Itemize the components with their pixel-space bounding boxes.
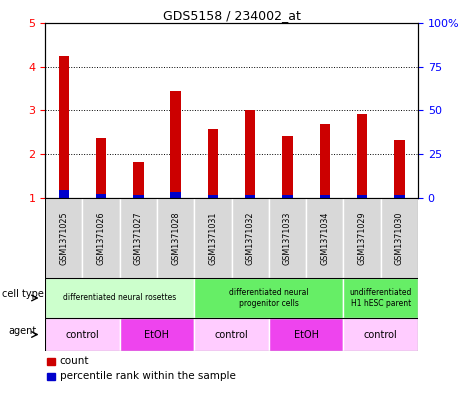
Text: agent: agent: [9, 326, 37, 336]
Bar: [320, 125, 330, 198]
Bar: [48, 358, 55, 365]
Text: control: control: [364, 329, 398, 340]
Bar: [157, 198, 194, 278]
Text: GSM1371031: GSM1371031: [209, 211, 218, 265]
Bar: [269, 318, 343, 351]
Bar: [133, 195, 143, 198]
Bar: [269, 198, 306, 278]
Bar: [306, 198, 343, 278]
Title: GDS5158 / 234002_at: GDS5158 / 234002_at: [162, 9, 301, 22]
Text: GSM1371033: GSM1371033: [283, 211, 292, 265]
Bar: [343, 318, 418, 351]
Bar: [282, 195, 293, 198]
Bar: [394, 140, 405, 198]
Bar: [194, 198, 231, 278]
Text: control: control: [66, 329, 99, 340]
Text: percentile rank within the sample: percentile rank within the sample: [60, 371, 236, 381]
Text: cell type: cell type: [1, 289, 44, 299]
Bar: [194, 318, 269, 351]
Bar: [357, 195, 367, 198]
Text: control: control: [215, 329, 248, 340]
Bar: [171, 192, 181, 198]
Text: GSM1371025: GSM1371025: [59, 211, 68, 265]
Bar: [120, 318, 194, 351]
Bar: [96, 195, 106, 198]
Bar: [45, 318, 120, 351]
Bar: [45, 198, 83, 278]
Bar: [96, 138, 106, 198]
Text: GSM1371032: GSM1371032: [246, 211, 255, 265]
Bar: [320, 195, 330, 198]
Bar: [208, 129, 218, 198]
Bar: [394, 195, 405, 198]
Bar: [381, 198, 418, 278]
Text: GSM1371030: GSM1371030: [395, 211, 404, 265]
Text: GSM1371029: GSM1371029: [358, 211, 367, 265]
Text: EtOH: EtOH: [294, 329, 319, 340]
Text: differentiated neural
progenitor cells: differentiated neural progenitor cells: [229, 288, 309, 308]
Text: EtOH: EtOH: [144, 329, 170, 340]
Text: GSM1371027: GSM1371027: [134, 211, 143, 265]
Text: GSM1371028: GSM1371028: [171, 211, 180, 265]
Bar: [343, 278, 418, 318]
Bar: [282, 136, 293, 198]
Bar: [343, 198, 381, 278]
Bar: [245, 195, 256, 198]
Bar: [194, 278, 343, 318]
Bar: [171, 91, 181, 198]
Bar: [208, 195, 218, 198]
Bar: [83, 198, 120, 278]
Bar: [133, 162, 143, 198]
Text: undifferentiated
H1 hESC parent: undifferentiated H1 hESC parent: [350, 288, 412, 308]
Bar: [58, 56, 69, 198]
Text: count: count: [60, 356, 89, 366]
Text: GSM1371034: GSM1371034: [320, 211, 329, 265]
Text: GSM1371026: GSM1371026: [96, 211, 105, 265]
Text: differentiated neural rosettes: differentiated neural rosettes: [63, 294, 176, 303]
Bar: [357, 114, 367, 198]
Bar: [245, 110, 256, 198]
Bar: [232, 198, 269, 278]
Bar: [45, 278, 194, 318]
Bar: [120, 198, 157, 278]
Bar: [48, 373, 55, 380]
Bar: [58, 190, 69, 198]
